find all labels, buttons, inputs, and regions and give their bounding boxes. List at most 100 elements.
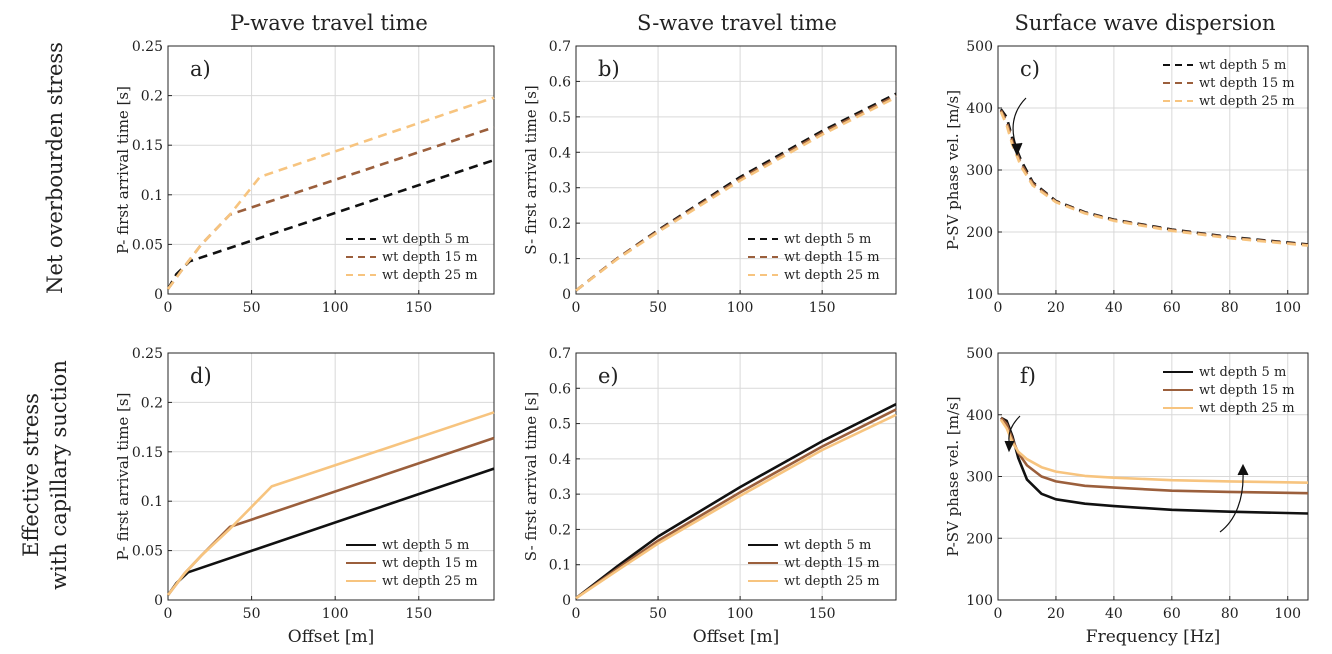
x-axis-label: Frequency [Hz] <box>1086 627 1220 647</box>
x-tick-label: 40 <box>1105 606 1123 622</box>
y-tick-label: 200 <box>966 225 993 241</box>
y-tick-label: 0.15 <box>132 445 163 461</box>
x-tick-label: 50 <box>649 606 667 622</box>
x-tick-label: 150 <box>809 606 836 622</box>
panel-label: a) <box>190 57 211 81</box>
axes-box <box>167 352 495 601</box>
x-tick-label: 0 <box>572 300 581 316</box>
legend-entry: wt depth 25 m <box>784 574 880 589</box>
arrow-annotation-f-top <box>1004 415 1021 453</box>
y-tick-label: 100 <box>966 287 993 303</box>
y-tick-label: 0.1 <box>141 494 163 510</box>
y-tick-label: 0.6 <box>549 381 571 397</box>
legend-entry: wt depth 15 m <box>784 250 880 265</box>
y-tick-label: 0.25 <box>132 39 163 55</box>
x-tick-label: 60 <box>1163 300 1181 316</box>
y-tick-label: 0.6 <box>549 74 571 90</box>
panel-label: e) <box>598 364 619 388</box>
x-tick-label: 50 <box>649 300 667 316</box>
x-tick-label: 20 <box>1047 606 1065 622</box>
col-title-p-wave: P-wave travel time <box>230 11 428 35</box>
y-tick-label: 300 <box>966 163 993 179</box>
legend-entry: wt depth 25 m <box>1199 94 1295 109</box>
y-tick-label: 0 <box>562 593 571 609</box>
panel-e: 0 50 100 150 0 0.1 0.2 0.3 0.4 0.5 0.6 0.7 S- first … <box>522 346 897 647</box>
y-tick-label: 0.4 <box>549 452 571 468</box>
row-label-net-overburden: Net overbourden stress <box>43 42 67 294</box>
legend-entry: wt depth 5 m <box>1199 365 1286 380</box>
y-tick-label: 0.3 <box>549 181 571 197</box>
series-line-3 <box>166 96 495 290</box>
y-tick-label: 0.7 <box>549 39 571 55</box>
legend-entry: wt depth 5 m <box>1199 58 1286 73</box>
y-axis-label: P-SV phase vel. [m/s] <box>944 90 962 250</box>
x-tick-label: 80 <box>1221 606 1239 622</box>
x-axis-label: Offset [m] <box>288 627 374 647</box>
series-line-1 <box>575 403 897 600</box>
y-tick-label: 0 <box>562 287 571 303</box>
y-axis-label: P- first arrival time [s] <box>114 393 132 561</box>
x-tick-label: 150 <box>405 300 432 316</box>
x-tick-label: 100 <box>1274 300 1301 316</box>
x-tick-label: 100 <box>322 300 349 316</box>
panel-label: f) <box>1020 364 1036 388</box>
y-tick-label: 0.1 <box>141 188 163 204</box>
series-line-3 <box>575 96 897 292</box>
series-line-3 <box>166 411 495 596</box>
series-line-2 <box>575 94 897 292</box>
x-tick-label: 0 <box>164 606 173 622</box>
y-tick-label: 0.5 <box>549 417 571 433</box>
y-tick-label: 0.1 <box>549 252 571 268</box>
legend-entry: wt depth 25 m <box>784 268 880 283</box>
y-tick-label: 500 <box>966 39 993 55</box>
series-line-3 <box>999 418 1309 484</box>
series-line-3 <box>999 111 1309 247</box>
y-tick-label: 200 <box>966 531 993 547</box>
panel-b: 0 50 100 150 0 0.1 0.2 0.3 0.4 0.5 0.6 0.7 S- first … <box>522 39 897 316</box>
x-tick-label: 150 <box>809 300 836 316</box>
series-line-3 <box>575 413 897 600</box>
x-tick-label: 0 <box>994 300 1003 316</box>
y-tick-label: 0.5 <box>549 110 571 126</box>
y-tick-label: 0 <box>154 287 163 303</box>
legend-entry: wt depth 5 m <box>784 232 871 247</box>
panel-label: c) <box>1020 57 1040 81</box>
panel-f: 0 20 40 60 80 100 100 200 300 400 500 P-SV phase ve… <box>944 346 1309 647</box>
y-tick-label: 0.4 <box>549 145 571 161</box>
x-tick-label: 0 <box>572 606 581 622</box>
legend-entry: wt depth 15 m <box>1199 383 1295 398</box>
panel-c: 0 20 40 60 80 100 100 200 300 400 500 P-SV phase ve… <box>944 39 1309 316</box>
x-axis-label: Offset [m] <box>693 627 779 647</box>
x-tick-label: 50 <box>243 606 261 622</box>
axes-box <box>167 45 495 295</box>
axes-box <box>575 45 897 295</box>
legend-entry: wt depth 15 m <box>1199 76 1295 91</box>
panel-label: d) <box>190 364 212 388</box>
panel-label: b) <box>598 57 620 81</box>
x-tick-label: 50 <box>243 300 261 316</box>
arrow-annotation-f-bottom <box>1219 463 1249 533</box>
legend-entry: wt depth 5 m <box>382 232 469 247</box>
legend-entry: wt depth 25 m <box>1199 401 1295 416</box>
y-tick-label: 0.2 <box>549 522 571 538</box>
x-tick-label: 40 <box>1105 300 1123 316</box>
x-tick-label: 150 <box>405 606 432 622</box>
x-tick-label: 60 <box>1163 606 1181 622</box>
y-tick-label: 500 <box>966 346 993 362</box>
col-title-s-wave: S-wave travel time <box>637 11 837 35</box>
arrow-annotation-c <box>1011 97 1027 157</box>
x-tick-label: 80 <box>1221 300 1239 316</box>
y-tick-label: 0.05 <box>132 544 163 560</box>
x-tick-label: 100 <box>1274 606 1301 622</box>
y-axis-label: P-SV phase vel. [m/s] <box>944 396 962 556</box>
y-tick-label: 0.2 <box>549 216 571 232</box>
axes-box <box>575 352 897 601</box>
panel-a: 0 50 100 150 0 0.05 0.1 0.15 0.2 0.25 P- first arr… <box>114 39 495 316</box>
y-tick-label: 400 <box>966 101 993 117</box>
y-tick-label: 0.2 <box>141 395 163 411</box>
col-title-surface-wave: Surface wave dispersion <box>1014 11 1275 35</box>
legend-entry: wt depth 15 m <box>784 556 880 571</box>
y-tick-label: 0.05 <box>132 237 163 253</box>
legend-entry: wt depth 15 m <box>382 250 478 265</box>
